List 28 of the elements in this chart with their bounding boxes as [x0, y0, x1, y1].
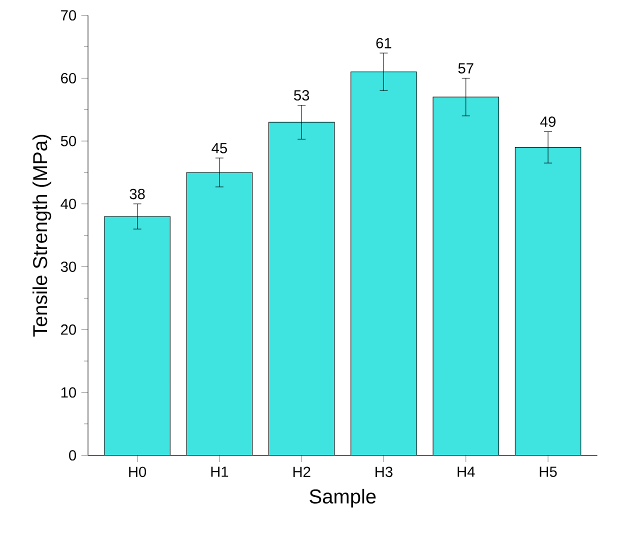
y-tick-label: 70: [61, 10, 76, 21]
x-tick-label: H1: [211, 466, 228, 477]
y-tick-label: 40: [60, 198, 76, 210]
bar: [186, 172, 252, 456]
data-label: 49: [540, 116, 556, 127]
data-label: 53: [294, 90, 310, 101]
x-tick-label: H5: [540, 466, 557, 477]
x-tick-label: H0: [129, 466, 146, 478]
y-tick-label: 0: [69, 450, 76, 461]
data-label: 38: [130, 188, 145, 200]
y-axis-title: Tensile Strength (MPa): [32, 134, 52, 337]
x-tick-label: H4: [458, 466, 475, 477]
y-tick-label: 30: [60, 262, 76, 272]
bar: [433, 97, 499, 456]
y-tick-label: 50: [60, 136, 76, 146]
data-label: 57: [458, 63, 474, 74]
x-tick-label: H2: [293, 466, 310, 477]
y-tick-label: 60: [61, 73, 76, 84]
x-tick-label: H3: [376, 466, 392, 478]
data-label: 61: [376, 38, 392, 48]
y-tick-label: 20: [61, 324, 76, 335]
bar: [104, 216, 170, 456]
bar: [268, 122, 334, 456]
y-tick-label: 10: [61, 387, 76, 398]
bar: [514, 147, 582, 456]
x-axis-title: Sample: [310, 488, 376, 508]
bar: [350, 72, 417, 456]
data-label: 45: [212, 143, 227, 154]
